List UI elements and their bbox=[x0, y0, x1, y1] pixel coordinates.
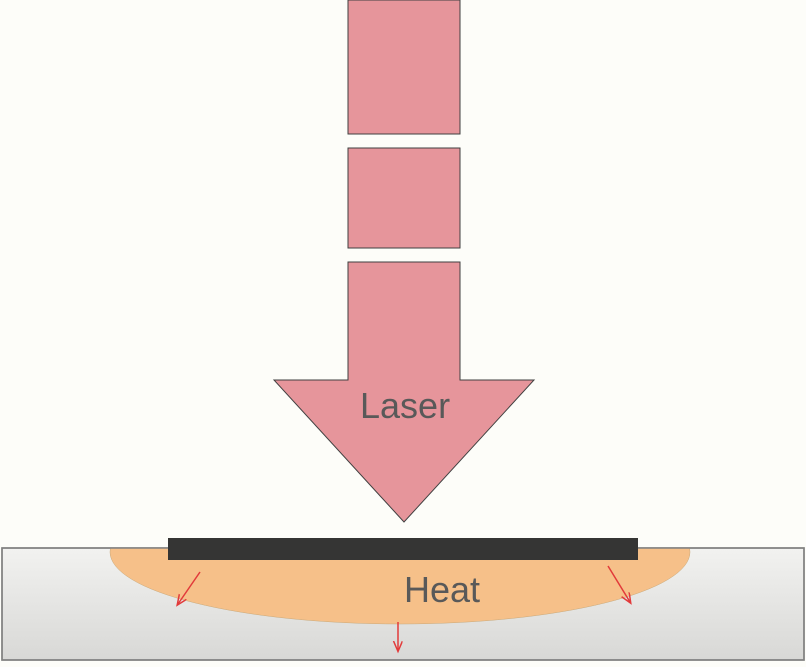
laser-label: Laser bbox=[360, 385, 450, 426]
heat-label: Heat bbox=[404, 569, 480, 610]
laser-heat-diagram: Laser Heat bbox=[0, 0, 806, 662]
laser-segment-middle bbox=[348, 148, 460, 248]
absorber-bar bbox=[168, 538, 638, 560]
laser-segment-top bbox=[348, 0, 460, 134]
